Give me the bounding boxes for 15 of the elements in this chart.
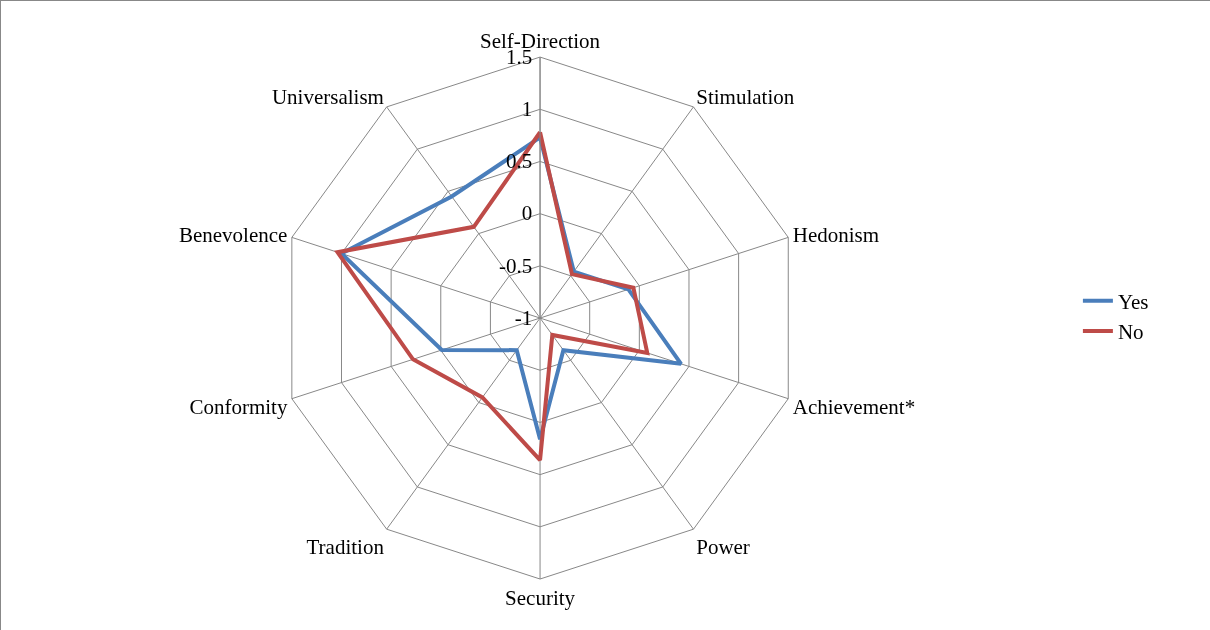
y-tick-label: -0.5 <box>498 253 533 278</box>
spoke-label: Universalism <box>271 85 384 110</box>
spoke-label: Conformity <box>189 394 288 419</box>
spoke-label: Power <box>696 535 750 560</box>
spoke-label: Benevolence <box>178 222 288 247</box>
spoke-label: Achievement* <box>792 394 916 419</box>
legend-label: No <box>1117 320 1144 345</box>
y-tick-label: -1 <box>514 305 533 330</box>
spoke-label: Tradition <box>306 535 385 560</box>
spoke-label: Stimulation <box>696 85 795 110</box>
y-tick-label: 1 <box>521 97 533 122</box>
spoke-label: Security <box>505 585 576 610</box>
spoke-label: Hedonism <box>792 222 880 247</box>
legend-label: Yes <box>1117 289 1149 314</box>
y-tick-label: 0 <box>521 201 533 226</box>
